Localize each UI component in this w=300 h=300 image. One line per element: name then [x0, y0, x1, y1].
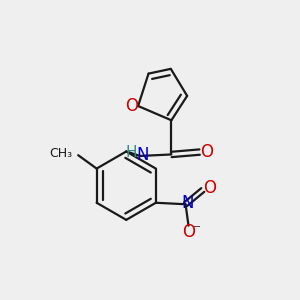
Text: O: O: [203, 179, 216, 197]
Text: H: H: [125, 146, 137, 160]
Text: O: O: [201, 143, 214, 161]
Text: O: O: [125, 97, 138, 115]
Text: N: N: [182, 194, 194, 212]
Text: ⁻: ⁻: [193, 222, 201, 237]
Text: N: N: [136, 146, 149, 164]
Text: CH₃: CH₃: [50, 147, 73, 160]
Text: O: O: [182, 223, 195, 241]
